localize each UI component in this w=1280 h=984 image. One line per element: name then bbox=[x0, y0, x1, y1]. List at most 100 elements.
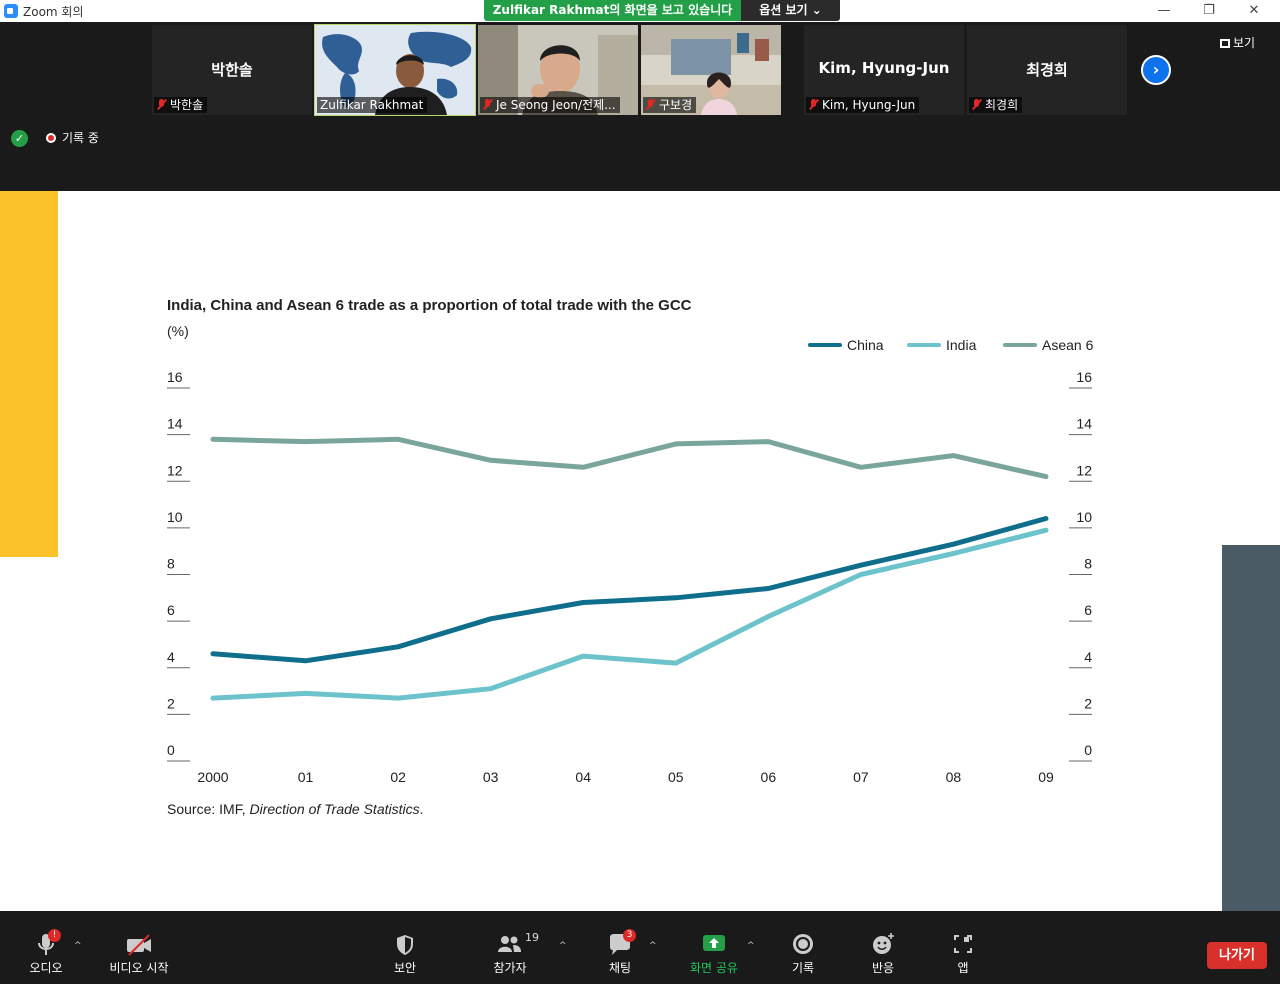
audio-options-caret[interactable]: ^ bbox=[74, 941, 82, 951]
y-tick-label-right: 4 bbox=[1084, 649, 1092, 665]
y-tick-label-left: 12 bbox=[167, 462, 183, 478]
audio-warning-badge: ! bbox=[48, 929, 61, 942]
y-tick-label-right: 2 bbox=[1084, 695, 1092, 711]
reactions-button[interactable]: 반응 bbox=[863, 931, 903, 976]
participant-tile-active-speaker[interactable]: Zulfikar Rakhmat bbox=[314, 24, 476, 116]
audio-button[interactable]: ! 오디오 bbox=[29, 929, 63, 975]
y-tick-label-left: 8 bbox=[167, 556, 175, 572]
record-icon bbox=[792, 931, 814, 959]
legend-china: China bbox=[808, 337, 884, 353]
share-screen-icon bbox=[702, 931, 726, 959]
record-dot-icon bbox=[46, 133, 56, 143]
y-tick-label-right: 16 bbox=[1076, 369, 1092, 385]
x-tick-label: 02 bbox=[390, 769, 406, 785]
participants-icon: 19 bbox=[488, 931, 539, 959]
apps-icon bbox=[952, 931, 974, 959]
x-tick-label: 03 bbox=[483, 769, 499, 785]
y-tick-label-left: 14 bbox=[167, 416, 183, 432]
legend-asean: Asean 6 bbox=[1003, 337, 1093, 353]
participant-name-label: Zulfikar Rakhmat bbox=[317, 97, 428, 113]
participant-tile[interactable]: Je Seong Jeon/전제... bbox=[478, 25, 638, 115]
video-off-icon bbox=[125, 931, 153, 959]
mic-muted-icon bbox=[157, 99, 166, 110]
apps-button[interactable]: 앱 bbox=[943, 931, 983, 976]
participant-display-name: 최경희 bbox=[1026, 61, 1068, 79]
participant-tile[interactable]: 최경희 최경희 bbox=[967, 25, 1127, 115]
participant-name-label: 최경희 bbox=[969, 97, 1023, 113]
chat-button[interactable]: 3 채팅 bbox=[600, 929, 640, 976]
x-tick-label: 01 bbox=[298, 769, 314, 785]
y-tick-label-right: 8 bbox=[1084, 556, 1092, 572]
series-line-india bbox=[210, 527, 1049, 701]
x-tick-label: 04 bbox=[575, 769, 591, 785]
mic-muted-icon bbox=[483, 99, 492, 110]
share-screen-button[interactable]: 화면 공유 bbox=[686, 931, 742, 976]
participants-button[interactable]: 19 참가자 bbox=[488, 931, 539, 976]
legend-china-swatch bbox=[808, 343, 842, 347]
y-tick-label-right: 6 bbox=[1084, 602, 1092, 618]
y-tick-label-left: 2 bbox=[167, 695, 175, 711]
participant-tile[interactable]: 구보경 bbox=[641, 25, 781, 115]
y-tick-label-left: 10 bbox=[167, 509, 183, 525]
start-video-button[interactable]: 비디오 시작 bbox=[104, 931, 174, 976]
shared-screen: India, China and Asean 6 trade as a prop… bbox=[0, 191, 1280, 911]
y-tick-label-left: 16 bbox=[167, 369, 183, 385]
minimize-button[interactable]: — bbox=[1157, 3, 1171, 18]
y-tick-label-left: 0 bbox=[167, 742, 175, 758]
chart-source: Source: IMF, Direction of Trade Statisti… bbox=[167, 801, 424, 817]
mic-muted-icon bbox=[809, 99, 818, 110]
participant-strip: 박한솔 박한솔 Zulfikar Rakhmat Je Seong Jeon/전… bbox=[0, 22, 1280, 191]
participant-name-label: 구보경 bbox=[643, 97, 697, 113]
chat-options-caret[interactable]: ^ bbox=[649, 941, 657, 951]
x-tick-label: 09 bbox=[1038, 769, 1054, 785]
share-options-caret[interactable]: ^ bbox=[747, 941, 755, 951]
participant-display-name: 박한솔 bbox=[211, 61, 253, 79]
participants-options-caret[interactable]: ^ bbox=[559, 941, 567, 951]
chart-y-unit: (%) bbox=[167, 323, 189, 339]
slide-accent-yellow bbox=[0, 191, 58, 557]
window-title: Zoom 회의 bbox=[23, 5, 84, 19]
y-tick-label-right: 10 bbox=[1076, 509, 1092, 525]
series-line-asean-6 bbox=[210, 436, 1049, 480]
mic-muted-icon bbox=[646, 99, 655, 110]
record-button[interactable]: 기록 bbox=[783, 931, 823, 976]
security-shield-icon[interactable]: ✓ bbox=[11, 130, 28, 147]
next-page-button[interactable]: › bbox=[1141, 55, 1171, 85]
close-button[interactable]: ✕ bbox=[1248, 3, 1260, 18]
legend-asean-swatch bbox=[1003, 343, 1037, 347]
y-tick-label-right: 0 bbox=[1084, 742, 1092, 758]
restore-button[interactable]: ❐ bbox=[1203, 3, 1215, 18]
microphone-icon: ! bbox=[36, 929, 61, 959]
mic-muted-icon bbox=[972, 99, 981, 110]
participant-tile[interactable]: Kim, Hyung-Jun Kim, Hyung-Jun bbox=[804, 25, 964, 115]
y-tick-label-right: 12 bbox=[1076, 462, 1092, 478]
series-line-china bbox=[210, 516, 1049, 664]
participant-name-label: Je Seong Jeon/전제... bbox=[480, 97, 620, 113]
chat-unread-badge: 3 bbox=[623, 929, 636, 942]
x-tick-label: 08 bbox=[946, 769, 962, 785]
shield-icon bbox=[395, 931, 415, 959]
participant-name-label: Kim, Hyung-Jun bbox=[806, 97, 920, 113]
meeting-toolbar: ! 오디오 ^ 비디오 시작 보안 19 참가자 ^ 3 채팅 ^ bbox=[0, 911, 1280, 984]
recording-indicator[interactable]: 기록 중 bbox=[46, 129, 99, 147]
y-tick-label-right: 14 bbox=[1076, 416, 1092, 432]
view-options-button[interactable]: 옵션 보기 ⌄ bbox=[741, 0, 840, 21]
emoji-plus-icon bbox=[871, 931, 895, 959]
participant-display-name: Kim, Hyung-Jun bbox=[818, 59, 950, 77]
x-tick-label: 2000 bbox=[197, 769, 228, 785]
chat-icon: 3 bbox=[608, 929, 636, 959]
participant-name-label: 박한솔 bbox=[154, 97, 208, 113]
participant-tile[interactable]: 박한솔 박한솔 bbox=[152, 25, 312, 115]
grid-icon bbox=[1220, 39, 1230, 48]
x-tick-label: 06 bbox=[761, 769, 777, 785]
zoom-app-icon bbox=[4, 4, 18, 18]
x-tick-label: 07 bbox=[853, 769, 869, 785]
chart-title: India, China and Asean 6 trade as a prop… bbox=[167, 297, 692, 314]
y-tick-label-left: 4 bbox=[167, 649, 175, 665]
participants-count: 19 bbox=[525, 931, 539, 944]
security-button[interactable]: 보안 bbox=[385, 931, 425, 976]
x-tick-label: 05 bbox=[668, 769, 684, 785]
leave-meeting-button[interactable]: 나가기 bbox=[1207, 942, 1267, 969]
gallery-view-button[interactable]: 보기 bbox=[1220, 32, 1270, 54]
